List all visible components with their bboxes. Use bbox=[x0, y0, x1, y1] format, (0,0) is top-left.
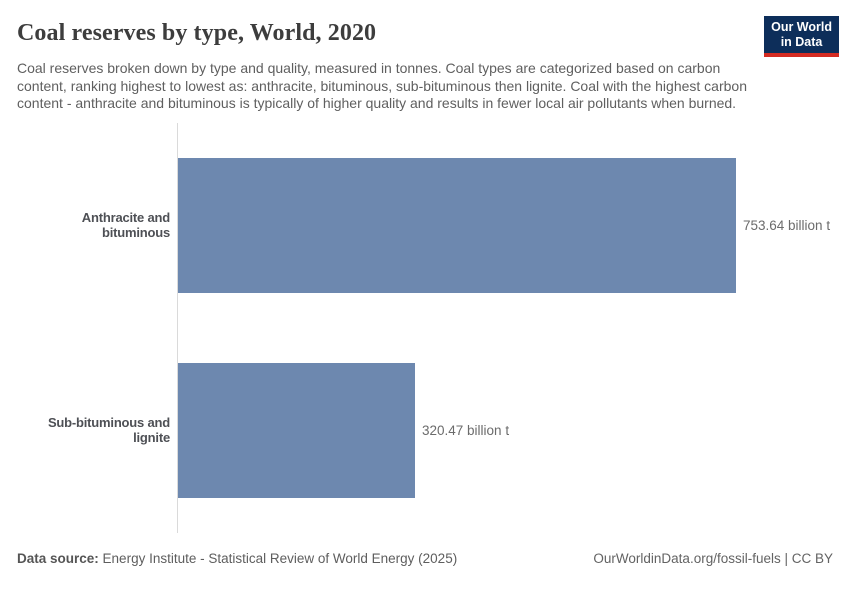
header: Coal reserves by type, World, 2020 Our W… bbox=[17, 16, 839, 113]
data-source-note: Data source: Energy Institute - Statisti… bbox=[17, 551, 457, 566]
chart-subtitle: Coal reserves broken down by type and qu… bbox=[17, 60, 747, 111]
bar-zone: 320.47 billion t bbox=[177, 327, 833, 533]
value-label: 320.47 billion t bbox=[422, 422, 510, 438]
attribution-link[interactable]: OurWorldinData.org/fossil-fuels | CC BY bbox=[593, 550, 833, 566]
data-source-text: Energy Institute - Statistical Review of… bbox=[102, 550, 458, 566]
value-label: 753.64 billion t bbox=[743, 217, 831, 233]
chart-bar-row: Sub-bituminous and lignite 320.47 billion… bbox=[17, 327, 833, 533]
owid-logo-line2: in Data bbox=[780, 35, 823, 49]
owid-logo: Our World in Data bbox=[764, 16, 839, 57]
chart-rows: Anthracite and bituminous 753.64 billion … bbox=[17, 122, 833, 533]
chart-bar-row: Anthracite and bituminous 753.64 billion … bbox=[17, 122, 833, 328]
bar-zone: 753.64 billion t bbox=[177, 122, 833, 328]
bar[interactable] bbox=[178, 157, 736, 293]
footer: Data source: Energy Institute - Statisti… bbox=[17, 551, 833, 566]
bar[interactable] bbox=[178, 362, 415, 498]
data-source-label: Data source: bbox=[17, 550, 99, 566]
page-title: Coal reserves by type, World, 2020 bbox=[17, 20, 377, 46]
bar-chart: Anthracite and bituminous 753.64 billion … bbox=[17, 122, 833, 533]
category-label: Sub-bituminous and lignite bbox=[47, 415, 170, 445]
owid-logo-line1: Our World bbox=[771, 20, 832, 34]
category-label: Anthracite and bituminous bbox=[81, 210, 170, 240]
